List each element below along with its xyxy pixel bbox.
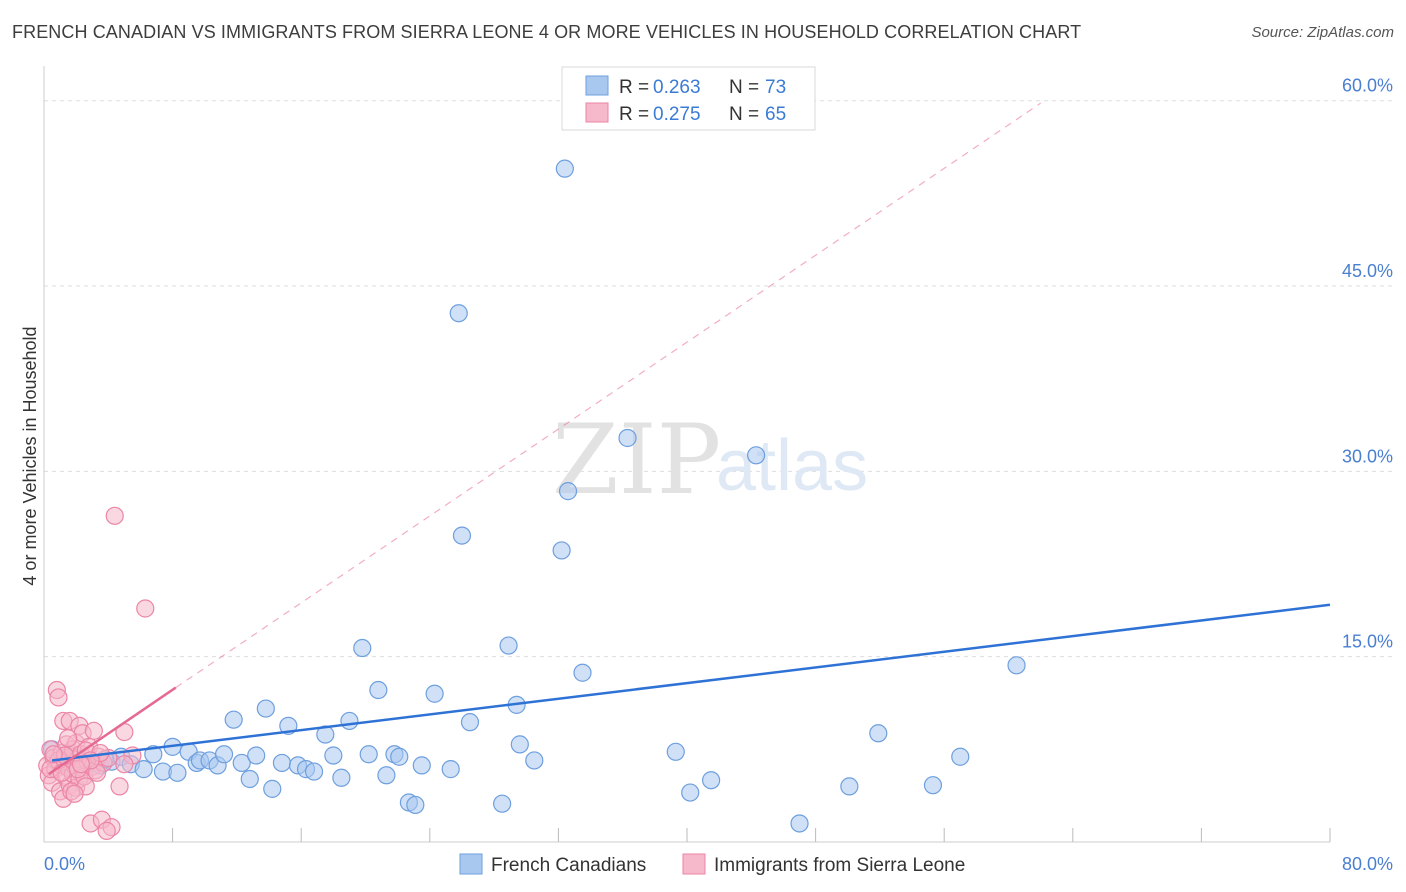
french-canadians-point-42: [390, 747, 409, 766]
bottom-legend-label-blue: French Canadians: [491, 855, 646, 876]
legend-swatch-pink: [585, 102, 609, 123]
legend-r-value-pink: 0.275: [653, 104, 701, 125]
french-canadians-point-25: [247, 746, 266, 765]
sierra-leone-trend-extension: [175, 102, 1041, 689]
chart-title: FRENCH CANADIAN VS IMMIGRANTS FROM SIERR…: [12, 22, 1082, 42]
french-canadians-point-24: [240, 769, 259, 789]
y-tick-label-1: 30.0%: [1342, 446, 1393, 466]
sierra-leone-point-63: [97, 821, 116, 840]
french-canadians-point-49: [452, 526, 472, 545]
french-canadians-point-69: [951, 747, 970, 766]
french-canadians-point-64: [747, 446, 766, 465]
legend-n-label-blue: N =: [729, 77, 759, 98]
tick-labels: 15.0% 30.0% 45.0% 60.0% 0.0% 80.0%: [44, 76, 1393, 874]
grid-layer: [44, 100, 1392, 658]
french-canadians-point-61: [666, 742, 685, 761]
trend-layer: [48, 102, 1331, 776]
watermark: ZIP atlas: [552, 404, 868, 516]
x-tick-label-1: 80.0%: [1342, 854, 1393, 874]
sierra-leone-point-52: [59, 729, 78, 748]
french-canadians-point-44: [406, 795, 425, 815]
french-canadians-point-68: [923, 776, 943, 795]
french-canadians-point-58: [558, 482, 578, 501]
watermark-zip: ZIP: [552, 404, 721, 516]
bottom-legend-label-pink: Immigrants from Sierra Leone: [714, 855, 965, 876]
chart-source: Source: ZipAtlas.com: [1251, 24, 1394, 41]
sierra-leone-trend-line: [48, 686, 177, 776]
french-canadians-point-12: [144, 745, 163, 764]
french-canadians-point-38: [359, 745, 378, 764]
sierra-leone-point-7: [49, 688, 68, 707]
french-canadians-point-15: [168, 763, 187, 782]
y-tick-label-3: 60.0%: [1342, 76, 1393, 96]
sierra-leone-point-37: [84, 721, 103, 740]
sierra-leone-point-48: [136, 599, 155, 618]
french-canadians-point-21: [214, 745, 234, 764]
french-canadians-point-37: [353, 638, 372, 658]
french-canadians-point-27: [263, 779, 282, 798]
x-tick-label-0: 0.0%: [44, 854, 85, 874]
bottom-legend-swatch-blue: [459, 853, 483, 875]
french-canadians-point-47: [441, 760, 460, 779]
legend-n-value-blue: 73: [765, 77, 786, 98]
french-canadians-point-52: [499, 636, 518, 655]
sierra-leone-point-61: [52, 763, 71, 782]
french-canadians-point-70: [1007, 656, 1026, 675]
correlation-legend: R = 0.263 N = 73 R = 0.275 N = 65: [561, 66, 816, 131]
y-tick-label-2: 45.0%: [1342, 261, 1393, 281]
y-axis-label: 4 or more Vehicles in Household: [20, 326, 40, 585]
axis-layer: [43, 66, 1331, 843]
french-canadians-point-23: [232, 753, 251, 773]
sierra-leone-point-47: [115, 755, 134, 774]
sierra-leone-point-44: [110, 777, 129, 796]
sierra-leone-point-64: [65, 784, 84, 803]
points-layer: [38, 159, 1026, 840]
french-canadians-point-57: [552, 541, 571, 560]
french-canadians-point-65: [790, 814, 809, 833]
french-canadians-point-11: [134, 760, 153, 779]
french-canadians-point-34: [324, 746, 343, 765]
french-canadians-point-36: [340, 711, 359, 731]
french-canadians-point-40: [377, 766, 396, 785]
french-canadians-point-28: [272, 753, 292, 773]
french-canadians-point-51: [493, 794, 512, 813]
french-canadians-point-59: [573, 663, 592, 682]
french-canadians-point-60: [618, 428, 637, 448]
french-canadians-point-32: [304, 762, 324, 781]
french-canadians-point-67: [869, 724, 888, 743]
french-canadians-point-48: [449, 304, 468, 323]
french-canadians-point-63: [702, 771, 721, 790]
french-canadians-point-56: [555, 159, 574, 178]
french-canadians-point-39: [369, 680, 388, 700]
french-canadians-point-22: [224, 710, 243, 729]
legend-n-value-pink: 65: [765, 104, 786, 125]
legend-swatch-blue: [585, 75, 609, 96]
french-canadians-point-45: [412, 756, 431, 775]
french-canadians-point-46: [425, 684, 444, 703]
french-canadians-point-55: [525, 751, 544, 770]
legend-r-value-blue: 0.263: [653, 77, 701, 98]
french-canadians-point-26: [256, 699, 275, 718]
sierra-leone-point-43: [105, 506, 124, 525]
legend-r-label-blue: R =: [619, 77, 649, 98]
y-tick-label-0: 15.0%: [1342, 632, 1393, 652]
sierra-leone-point-62: [71, 755, 91, 774]
french-canadians-trend-line: [51, 603, 1331, 762]
legend-r-label-pink: R =: [619, 104, 649, 125]
watermark-atlas: atlas: [716, 426, 868, 506]
french-canadians-point-54: [510, 735, 529, 754]
bottom-legend-swatch-pink: [682, 853, 706, 875]
french-canadians-point-66: [840, 777, 859, 796]
french-canadians-point-50: [460, 713, 480, 732]
french-canadians-point-35: [332, 768, 351, 787]
legend-n-label-pink: N =: [729, 104, 759, 125]
series-legend: French Canadians Immigrants from Sierra …: [459, 853, 965, 876]
french-canadians-point-62: [681, 783, 700, 802]
